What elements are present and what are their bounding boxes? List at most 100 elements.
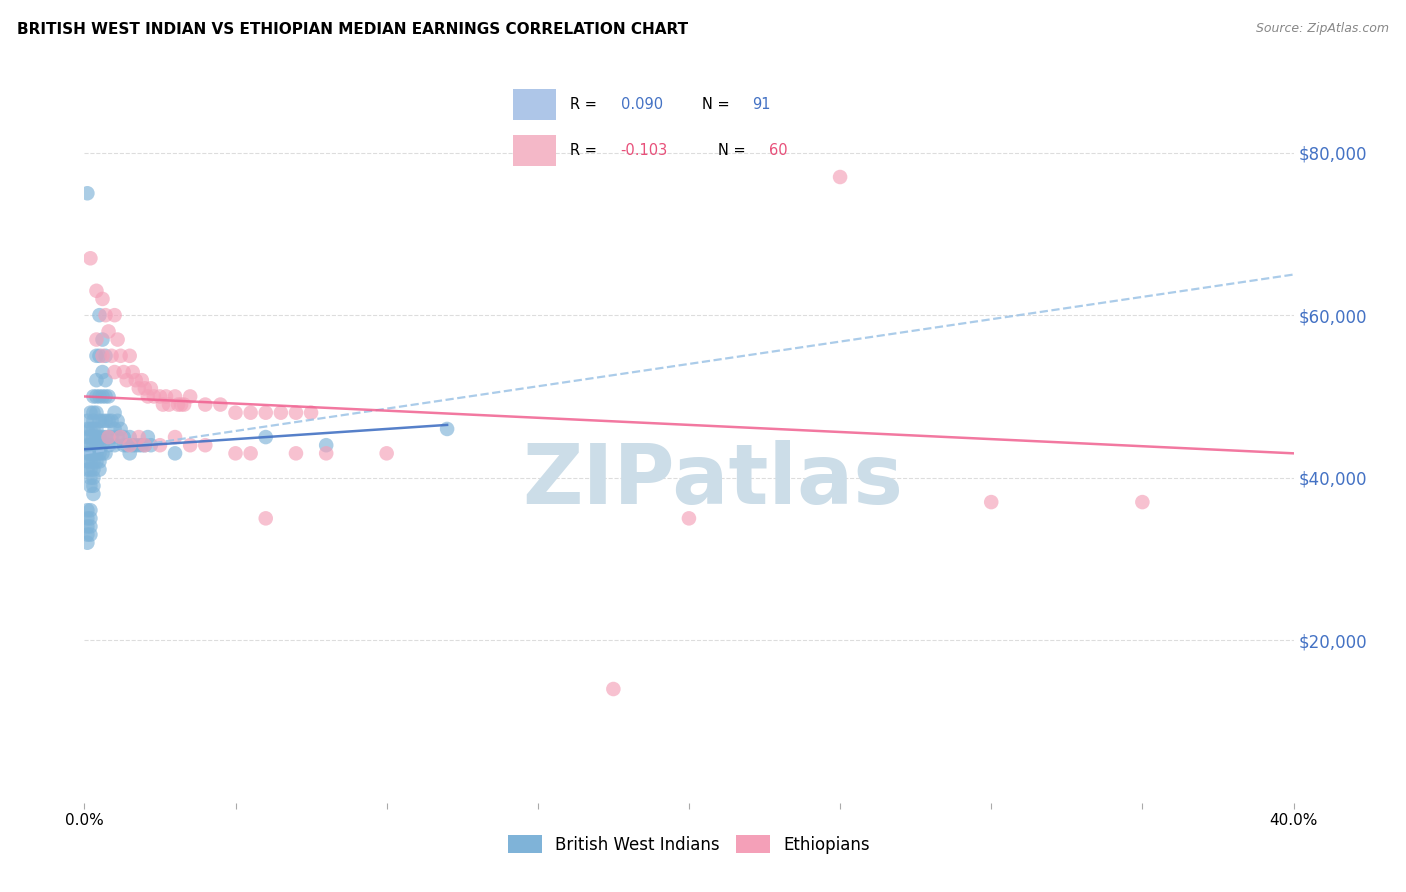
Point: [254, 430, 277, 444]
Point: [134, 381, 156, 395]
Point: [602, 681, 624, 696]
Point: [86, 333, 108, 347]
Point: [76, 186, 98, 201]
Point: [97, 389, 120, 403]
Point: [173, 398, 195, 412]
Point: [91, 389, 114, 403]
Point: [86, 373, 108, 387]
Point: [89, 349, 111, 363]
Point: [94, 446, 117, 460]
Point: [110, 422, 132, 436]
Point: [134, 438, 156, 452]
Legend: British West Indians, Ethiopians: British West Indians, Ethiopians: [502, 829, 876, 860]
Point: [112, 438, 135, 452]
Point: [82, 446, 104, 460]
Point: [86, 430, 108, 444]
Text: R =: R =: [569, 97, 602, 112]
Point: [128, 430, 150, 444]
Text: 0.090: 0.090: [620, 97, 662, 112]
Point: [86, 349, 108, 363]
Point: [94, 414, 117, 428]
Point: [76, 462, 98, 476]
Point: [131, 373, 153, 387]
Point: [76, 454, 98, 468]
Point: [76, 446, 98, 460]
Point: [155, 389, 177, 403]
Point: [118, 430, 141, 444]
Point: [82, 422, 104, 436]
Point: [89, 308, 111, 322]
Point: [104, 438, 127, 452]
Point: [82, 471, 104, 485]
Point: [94, 389, 117, 403]
Point: [678, 511, 700, 525]
Point: [299, 406, 322, 420]
Point: [100, 414, 122, 428]
Point: [112, 365, 135, 379]
Point: [100, 430, 122, 444]
Point: [1130, 495, 1153, 509]
Point: [79, 511, 101, 525]
Point: [76, 430, 98, 444]
Point: [194, 438, 217, 452]
Point: [76, 422, 98, 436]
Point: [139, 438, 162, 452]
Point: [112, 430, 135, 444]
Point: [86, 446, 108, 460]
Point: [82, 487, 104, 501]
Point: [91, 430, 114, 444]
Text: 91: 91: [752, 97, 770, 112]
Point: [315, 438, 337, 452]
Point: [82, 454, 104, 468]
Point: [82, 462, 104, 476]
Point: [121, 365, 143, 379]
Point: [82, 406, 104, 420]
Point: [76, 438, 98, 452]
Text: BRITISH WEST INDIAN VS ETHIOPIAN MEDIAN EARNINGS CORRELATION CHART: BRITISH WEST INDIAN VS ETHIOPIAN MEDIAN …: [17, 22, 688, 37]
Point: [121, 438, 143, 452]
Point: [97, 414, 120, 428]
Point: [179, 389, 201, 403]
Point: [89, 462, 111, 476]
Point: [94, 349, 117, 363]
Point: [118, 446, 141, 460]
Point: [86, 406, 108, 420]
Point: [79, 503, 101, 517]
Point: [97, 430, 120, 444]
Point: [91, 292, 114, 306]
Point: [79, 479, 101, 493]
Point: [375, 446, 398, 460]
Point: [118, 349, 141, 363]
Point: [86, 438, 108, 452]
Point: [79, 438, 101, 452]
Point: [89, 446, 111, 460]
Point: [270, 406, 292, 420]
Point: [76, 503, 98, 517]
Point: [89, 438, 111, 452]
Point: [94, 430, 117, 444]
Point: [136, 430, 159, 444]
Point: [97, 430, 120, 444]
Point: [165, 389, 187, 403]
Point: [110, 349, 132, 363]
Point: [82, 389, 104, 403]
Point: [179, 438, 201, 452]
Point: [225, 446, 247, 460]
Point: [76, 414, 98, 428]
Point: [149, 438, 172, 452]
Point: [79, 527, 101, 541]
Point: [91, 349, 114, 363]
Point: [89, 430, 111, 444]
Point: [82, 479, 104, 493]
Point: [107, 333, 129, 347]
Point: [285, 406, 308, 420]
Point: [82, 438, 104, 452]
Point: [115, 438, 138, 452]
Point: [76, 519, 98, 533]
Point: [125, 438, 148, 452]
Text: N =: N =: [718, 144, 751, 158]
Point: [86, 284, 108, 298]
FancyBboxPatch shape: [513, 136, 557, 166]
Text: 60: 60: [769, 144, 787, 158]
Point: [125, 373, 148, 387]
